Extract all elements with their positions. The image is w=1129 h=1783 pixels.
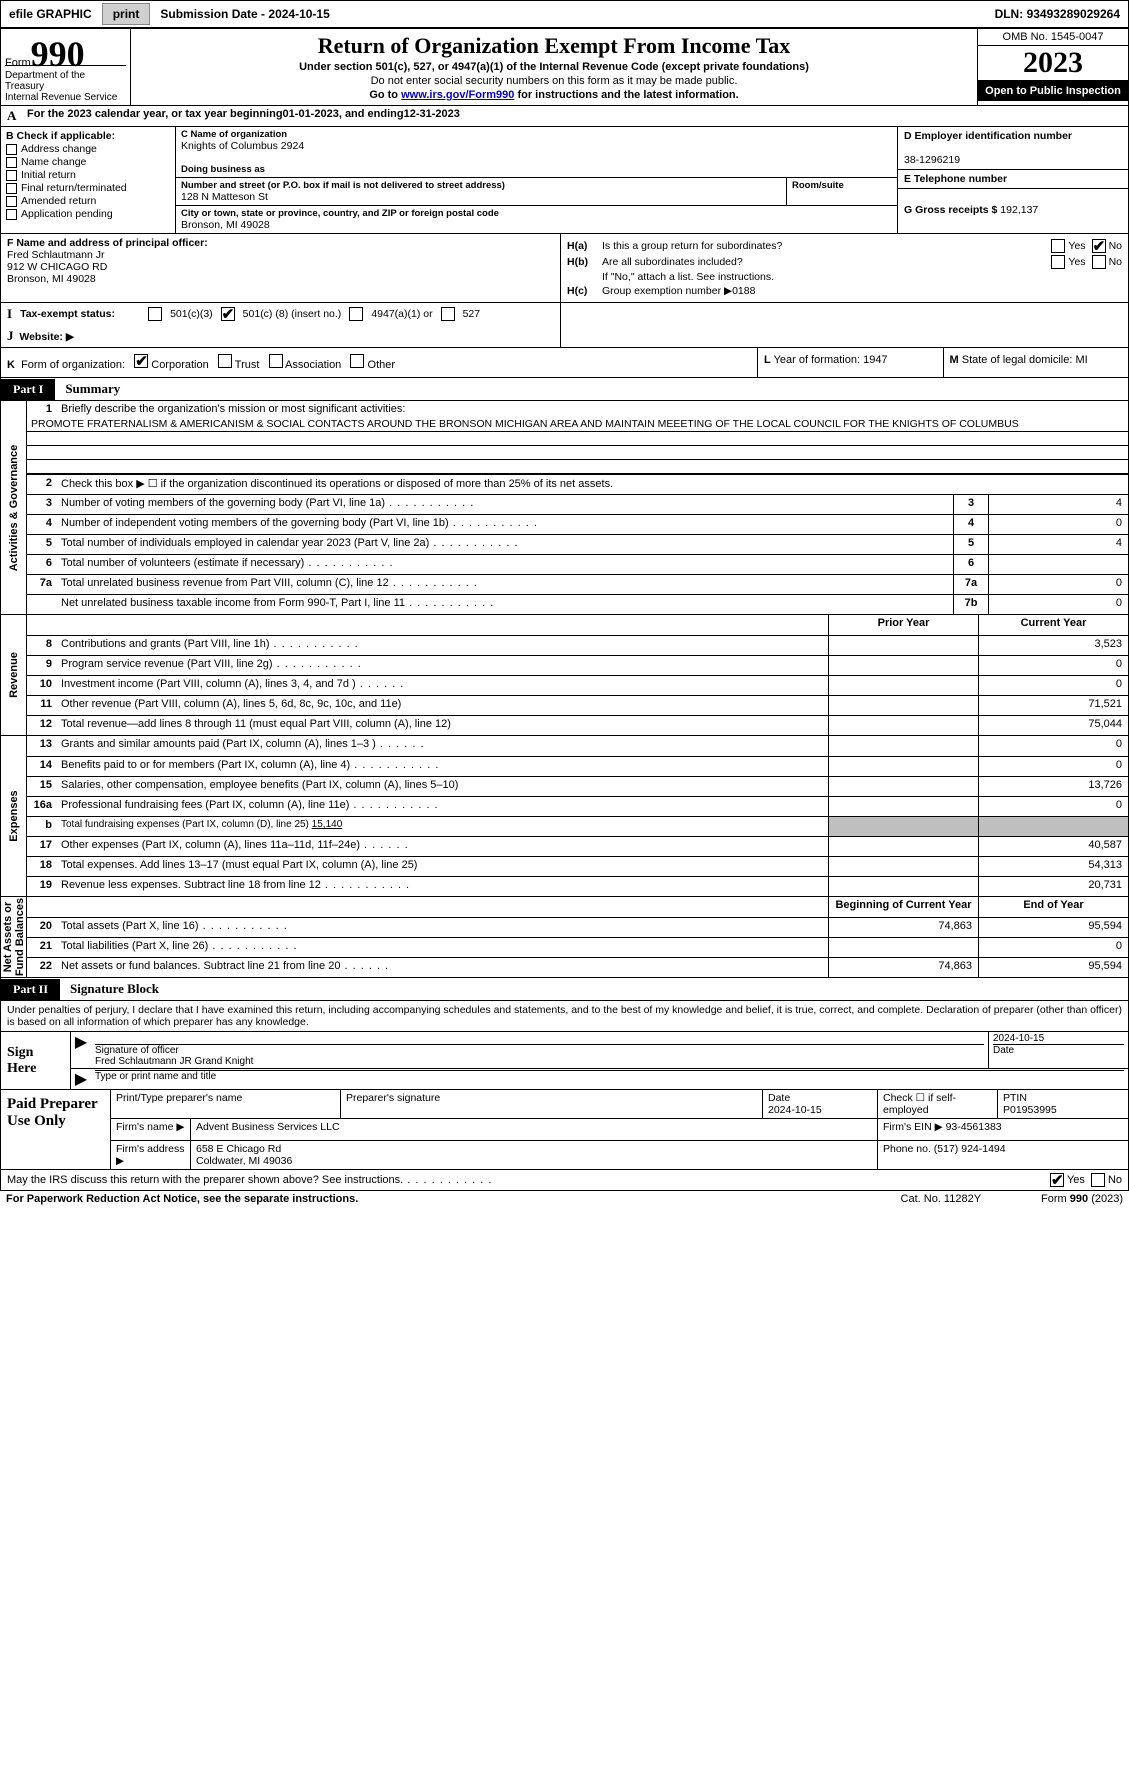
line-20-prior: 74,863: [828, 918, 978, 937]
dln-label: DLN: 93493289029264: [987, 3, 1128, 25]
form-title: Return of Organization Exempt From Incom…: [135, 33, 973, 59]
part-i-bar: Part I Summary: [0, 378, 1129, 401]
chk-527[interactable]: [441, 307, 455, 321]
chk-application-pending[interactable]: [6, 209, 17, 220]
state-domicile: MI: [1075, 354, 1087, 366]
line-20-curr: 95,594: [978, 918, 1128, 937]
line-13-curr: 0: [978, 736, 1128, 756]
fh-row: F Name and address of principal officer:…: [0, 234, 1129, 303]
gross-receipts: 192,137: [1000, 204, 1038, 216]
chk-final-return[interactable]: [6, 183, 17, 194]
col-d-ein: D Employer identification number 38-1296…: [898, 127, 1128, 233]
chk-501c3[interactable]: [148, 307, 162, 321]
topbar: efile GRAPHIC print Submission Date - 20…: [0, 0, 1129, 28]
chk-amended-return[interactable]: [6, 196, 17, 207]
line-7a-val: 0: [988, 575, 1128, 594]
form-header: Form990 Department of the TreasuryIntern…: [0, 28, 1129, 106]
col-c-org-info: C Name of organization Knights of Columb…: [176, 127, 898, 233]
line-9-curr: 0: [978, 656, 1128, 675]
section-expenses: Expenses 13Grants and similar amounts pa…: [0, 736, 1129, 897]
form-link-line: Go to www.irs.gov/Form990 for instructio…: [135, 89, 973, 101]
line-7b-val: 0: [988, 595, 1128, 614]
chk-4947[interactable]: [349, 307, 363, 321]
entity-block: B Check if applicable: Address change Na…: [0, 126, 1129, 234]
line-21-curr: 0: [978, 938, 1128, 957]
line-19-curr: 20,731: [978, 877, 1128, 896]
officer-sig-date: 2024-10-15: [993, 1033, 1044, 1044]
dept-treasury: Department of the TreasuryInternal Reven…: [5, 65, 126, 103]
omb-number: OMB No. 1545-0047: [978, 29, 1128, 46]
officer-addr1: 912 W CHICAGO RD: [7, 261, 554, 273]
line-16a-curr: 0: [978, 797, 1128, 816]
officer-addr2: Bronson, MI 49028: [7, 273, 554, 285]
line-11-curr: 71,521: [978, 696, 1128, 715]
form-subtitle-1: Under section 501(c), 527, or 4947(a)(1)…: [135, 61, 973, 73]
form-subtitle-2: Do not enter social security numbers on …: [135, 75, 973, 87]
line-12-curr: 75,044: [978, 716, 1128, 735]
line-5-val: 4: [988, 535, 1128, 554]
group-exemption-number: 0188: [732, 285, 755, 297]
submission-date-label: Submission Date - 2024-10-15: [152, 3, 337, 25]
discuss-yes[interactable]: [1050, 1173, 1064, 1187]
line-14-curr: 0: [978, 757, 1128, 776]
officer-sig-name: Fred Schlautmann JR Grand Knight: [95, 1056, 253, 1067]
line-17-curr: 40,587: [978, 837, 1128, 856]
line-8-curr: 3,523: [978, 636, 1128, 655]
line-22-curr: 95,594: [978, 958, 1128, 977]
ha-no[interactable]: [1092, 239, 1106, 253]
firm-addr2: Coldwater, MI 49036: [196, 1155, 292, 1167]
irs-link[interactable]: www.irs.gov/Form990: [401, 89, 514, 101]
firm-name: Advent Business Services LLC: [191, 1119, 878, 1140]
efile-label: efile GRAPHIC: [1, 3, 100, 25]
officer-name: Fred Schlautmann Jr: [7, 249, 554, 261]
part-ii-bar: Part II Signature Block: [0, 978, 1129, 1001]
tax-year: 2023: [978, 46, 1128, 80]
line-18-curr: 54,313: [978, 857, 1128, 876]
org-street: 128 N Matteson St: [181, 191, 781, 203]
section-revenue: Revenue Prior Year Current Year 8Contrib…: [0, 615, 1129, 736]
chk-other[interactable]: [350, 354, 364, 368]
org-city: Bronson, MI 49028: [181, 219, 892, 231]
chk-association[interactable]: [269, 354, 283, 368]
hb-no[interactable]: [1092, 255, 1106, 269]
line-3-val: 4: [988, 495, 1128, 514]
perjury-declaration: Under penalties of perjury, I declare th…: [0, 1001, 1129, 1032]
chk-address-change[interactable]: [6, 144, 17, 155]
year-formation: 1947: [863, 354, 887, 366]
chk-corporation[interactable]: [134, 354, 148, 368]
line-15-curr: 13,726: [978, 777, 1128, 796]
chk-trust[interactable]: [218, 354, 232, 368]
discuss-no[interactable]: [1091, 1173, 1105, 1187]
firm-phone: (517) 924-1494: [934, 1143, 1006, 1155]
period-line: A For the 2023 calendar year, or tax yea…: [0, 106, 1129, 126]
discuss-row: May the IRS discuss this return with the…: [0, 1170, 1129, 1191]
mission-text: PROMOTE FRATERNALISM & AMERICANISM & SOC…: [27, 417, 1128, 431]
prep-date: 2024-10-15: [768, 1104, 822, 1116]
klm-row: K Form of organization: Corporation Trus…: [0, 348, 1129, 378]
line-4-val: 0: [988, 515, 1128, 534]
line-6-val: [988, 555, 1128, 574]
open-inspection: Open to Public Inspection: [978, 80, 1128, 101]
line-10-curr: 0: [978, 676, 1128, 695]
ein: 38-1296219: [904, 154, 1122, 166]
firm-addr1: 658 E Chicago Rd: [196, 1143, 281, 1155]
firm-ein: 93-4561383: [946, 1121, 1002, 1133]
hb-yes[interactable]: [1051, 255, 1065, 269]
section-net-assets: Net Assets orFund Balances Beginning of …: [0, 897, 1129, 978]
line-21-prior: [828, 938, 978, 957]
chk-501c[interactable]: [221, 307, 235, 321]
line-22-prior: 74,863: [828, 958, 978, 977]
chk-name-change[interactable]: [6, 157, 17, 168]
footer-row: For Paperwork Reduction Act Notice, see …: [0, 1191, 1129, 1207]
ptin: P01953995: [1003, 1104, 1057, 1116]
org-name: Knights of Columbus 2924: [181, 140, 892, 152]
sign-here-block: Sign Here ▶ Signature of officerFred Sch…: [0, 1032, 1129, 1090]
col-b-checkboxes: B Check if applicable: Address change Na…: [1, 127, 176, 233]
ha-yes[interactable]: [1051, 239, 1065, 253]
paid-preparer-block: Paid Preparer Use Only Print/Type prepar…: [0, 1090, 1129, 1170]
chk-initial-return[interactable]: [6, 170, 17, 181]
section-governance: Activities & Governance 1 Briefly descri…: [0, 401, 1129, 615]
print-button[interactable]: print: [102, 3, 151, 25]
